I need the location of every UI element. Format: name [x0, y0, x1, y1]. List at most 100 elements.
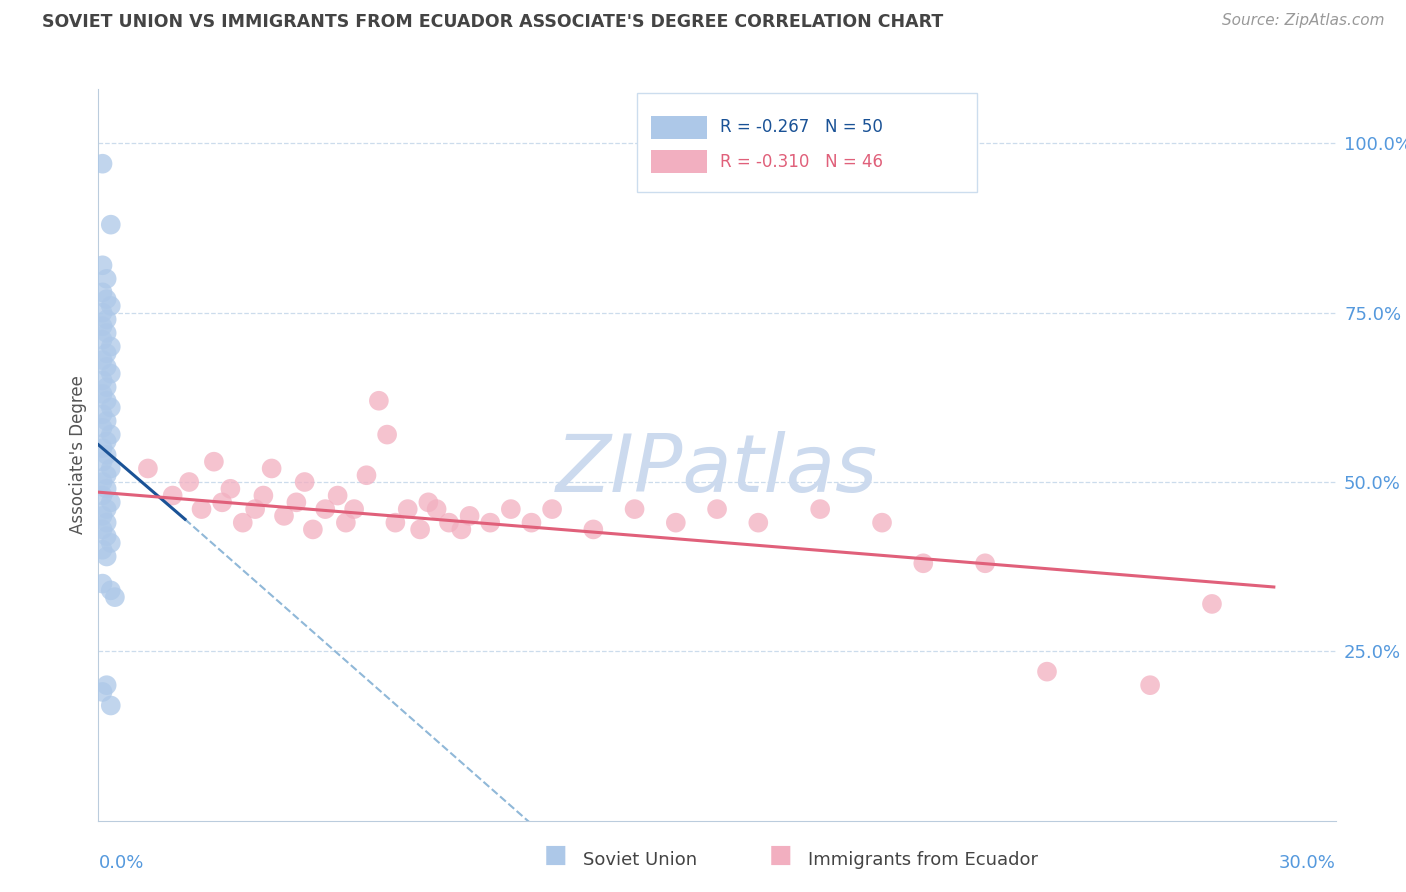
Text: ■: ■ — [769, 843, 792, 867]
Point — [520, 516, 543, 530]
Point — [96, 516, 118, 530]
Text: R = -0.310   N = 46: R = -0.310 N = 46 — [720, 153, 883, 170]
Text: R = -0.267   N = 50: R = -0.267 N = 50 — [720, 119, 883, 136]
Point — [706, 502, 728, 516]
Text: Soviet Union: Soviet Union — [583, 851, 697, 869]
Text: Immigrants from Ecuador: Immigrants from Ecuador — [808, 851, 1039, 869]
Point — [294, 475, 316, 489]
Point — [91, 523, 114, 537]
Point — [1036, 665, 1059, 679]
Point — [96, 393, 118, 408]
Point — [273, 508, 295, 523]
Point — [91, 421, 114, 435]
Point — [1139, 678, 1161, 692]
Point — [91, 333, 114, 347]
Point — [100, 299, 122, 313]
Point — [96, 549, 118, 564]
Point — [96, 502, 118, 516]
Point — [91, 685, 114, 699]
Point — [426, 502, 449, 516]
Point — [912, 556, 935, 570]
Point — [499, 502, 522, 516]
Point — [243, 502, 266, 516]
Point — [418, 495, 440, 509]
Point — [136, 461, 159, 475]
Point — [582, 523, 605, 537]
Point — [974, 556, 997, 570]
Point — [302, 523, 325, 537]
Point — [870, 516, 893, 530]
Text: ■: ■ — [544, 843, 567, 867]
Point — [458, 508, 481, 523]
Point — [190, 502, 212, 516]
Point — [100, 367, 122, 381]
Point — [450, 523, 472, 537]
Text: ZIPatlas: ZIPatlas — [555, 431, 879, 508]
FancyBboxPatch shape — [637, 93, 977, 192]
Point — [96, 529, 118, 543]
Point — [96, 326, 118, 340]
Point — [326, 489, 349, 503]
Point — [91, 319, 114, 334]
Point — [91, 489, 114, 503]
Y-axis label: Associate's Degree: Associate's Degree — [69, 376, 87, 534]
Point — [162, 489, 184, 503]
Point — [100, 218, 122, 232]
Point — [96, 678, 118, 692]
Point — [96, 292, 118, 306]
Point — [437, 516, 460, 530]
Point — [808, 502, 831, 516]
Point — [396, 502, 419, 516]
Point — [96, 359, 118, 374]
Point — [479, 516, 502, 530]
Point — [96, 434, 118, 449]
Point — [100, 583, 122, 598]
Point — [100, 427, 122, 442]
Point — [314, 502, 336, 516]
Point — [96, 468, 118, 483]
Point — [100, 698, 122, 713]
Text: SOVIET UNION VS IMMIGRANTS FROM ECUADOR ASSOCIATE'S DEGREE CORRELATION CHART: SOVIET UNION VS IMMIGRANTS FROM ECUADOR … — [42, 13, 943, 31]
Point — [367, 393, 389, 408]
Point — [91, 258, 114, 272]
Point — [202, 455, 225, 469]
Point — [96, 312, 118, 326]
Point — [91, 157, 114, 171]
Point — [219, 482, 242, 496]
Point — [100, 461, 122, 475]
Text: 30.0%: 30.0% — [1279, 854, 1336, 871]
Text: 0.0%: 0.0% — [98, 854, 143, 871]
Point — [343, 502, 366, 516]
Point — [541, 502, 564, 516]
Point — [91, 285, 114, 300]
Point — [747, 516, 769, 530]
Point — [665, 516, 688, 530]
Point — [179, 475, 201, 489]
Text: Source: ZipAtlas.com: Source: ZipAtlas.com — [1222, 13, 1385, 29]
Point — [384, 516, 406, 530]
Point — [285, 495, 308, 509]
Point — [91, 387, 114, 401]
Point — [1201, 597, 1223, 611]
Point — [96, 272, 118, 286]
Point — [335, 516, 357, 530]
Point — [96, 448, 118, 462]
Point — [91, 407, 114, 421]
Point — [252, 489, 274, 503]
Bar — [651, 150, 707, 173]
Point — [232, 516, 254, 530]
Point — [409, 523, 432, 537]
Point — [96, 346, 118, 360]
Point — [211, 495, 233, 509]
Point — [356, 468, 378, 483]
Point — [100, 340, 122, 354]
Point — [260, 461, 283, 475]
Point — [91, 475, 114, 489]
Point — [91, 353, 114, 368]
Point — [91, 508, 114, 523]
Point — [96, 414, 118, 428]
Point — [91, 576, 114, 591]
Bar — [651, 116, 707, 139]
Point — [91, 455, 114, 469]
Point — [623, 502, 645, 516]
